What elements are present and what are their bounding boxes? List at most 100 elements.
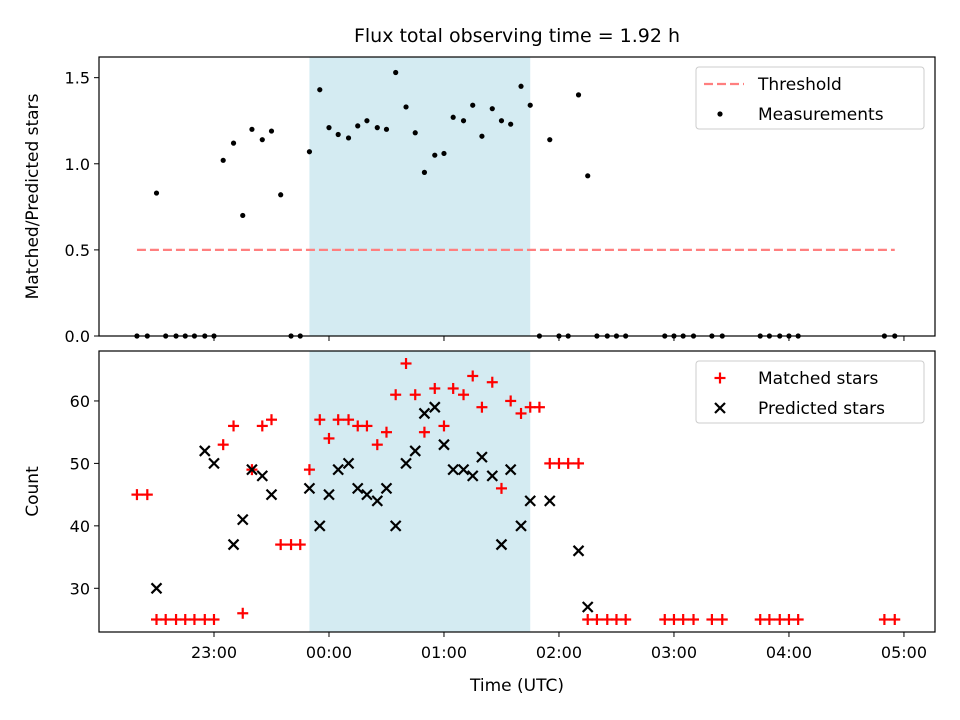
matched-star-point	[160, 614, 172, 626]
measurement-point	[498, 118, 505, 124]
predicted-star-point	[303, 482, 316, 495]
predicted-star-point	[466, 470, 479, 482]
matched-star-point	[380, 426, 392, 438]
matched-star-point	[294, 539, 306, 551]
matched-star-point	[256, 420, 268, 432]
matched-star-point	[610, 614, 622, 626]
matched-star-point	[409, 389, 421, 401]
predicted-star-point	[227, 538, 240, 551]
y-tick-label: 60	[70, 392, 90, 411]
predicted-star-point	[351, 482, 364, 495]
matched-star-point	[228, 420, 240, 432]
predicted-star-point	[389, 520, 402, 532]
predicted-star-point	[380, 482, 393, 495]
matched-star-point	[141, 489, 153, 501]
legend-label: Threshold	[757, 75, 842, 95]
matched-star-point	[188, 614, 200, 626]
matched-star-point	[170, 614, 182, 626]
measurement-point	[479, 133, 485, 139]
measurement-point	[326, 125, 332, 131]
matched-star-point	[476, 401, 488, 413]
matched-star-point	[361, 420, 373, 432]
predicted-star-point	[208, 457, 220, 470]
top-shaded-interval	[309, 57, 531, 336]
measurement-point	[153, 190, 160, 196]
measurement-point	[345, 135, 352, 141]
measurement-point	[259, 137, 265, 143]
measurement-point	[306, 149, 313, 155]
matched-star-point	[763, 614, 775, 626]
top-x-axis	[213, 336, 905, 341]
bottom-x-axis-label: Time (UTC)	[469, 676, 564, 696]
measurement-point	[230, 140, 237, 146]
predicted-star-point	[504, 463, 517, 476]
bottom-axes-frame	[98, 350, 936, 633]
predicted-star-point	[476, 451, 488, 463]
matched-star-point	[438, 420, 450, 432]
matched-star-point	[792, 614, 804, 626]
x-tick-label: 23:00	[191, 643, 237, 662]
matched-star-point	[486, 376, 498, 388]
measurement-point	[450, 114, 456, 120]
matched-star-point	[179, 614, 191, 626]
matched-star-point	[688, 614, 700, 626]
matched-star-point	[573, 457, 585, 469]
measurement-point	[412, 130, 418, 136]
measurement-point	[335, 131, 341, 138]
legend-matched-swatch	[714, 372, 726, 384]
measurement-point	[421, 169, 428, 175]
matched-star-point	[706, 614, 718, 626]
measurement-point	[575, 92, 582, 98]
legend-box	[695, 360, 925, 424]
matched-star-point	[754, 614, 766, 626]
matched-star-point	[131, 489, 143, 501]
measurement-point	[460, 118, 467, 124]
predicted-star-point	[457, 463, 470, 476]
predicted-star-point	[581, 601, 594, 613]
matched-star-point	[659, 614, 671, 626]
matched-star-point	[620, 614, 632, 626]
matched-star-point	[429, 382, 441, 394]
matched-star-point	[783, 614, 795, 626]
matched-star-point	[533, 401, 545, 413]
matched-star-point	[591, 614, 603, 626]
y-tick-label: 40	[70, 517, 90, 536]
legend-label: Measurements	[758, 105, 884, 125]
matched-star-point	[237, 607, 249, 619]
matched-star-point	[601, 614, 613, 626]
predicted-star-point	[236, 513, 249, 526]
measurement-point	[355, 123, 361, 129]
bottom-y-axis-label: Count	[23, 466, 43, 517]
bottom-y-axis: 30 40 50 60	[70, 392, 99, 598]
predicted-star-point	[400, 457, 412, 470]
predicted-star-point	[323, 488, 335, 501]
matched-star-point	[582, 614, 594, 626]
predicted-star-point	[342, 457, 355, 470]
measurement-point	[240, 212, 246, 219]
predicted-star-point	[447, 463, 459, 476]
matched-star-point	[275, 539, 287, 551]
top-legend: Threshold Measurements	[695, 66, 925, 130]
measurement-point	[249, 126, 255, 132]
legend-measurement-swatch	[717, 111, 723, 117]
matched-star-point	[314, 414, 326, 426]
measurement-point	[278, 192, 284, 198]
matched-star-point	[553, 457, 565, 469]
predicted-star-point	[246, 463, 258, 476]
top-axes-frame	[98, 56, 936, 337]
x-tick-label: 02:00	[536, 643, 582, 662]
bottom-legend: Matched stars Predicted stars	[695, 360, 925, 424]
top-y-axis: 0.0 0.5 1.0 1.5	[65, 69, 99, 346]
predicted-star-point	[524, 495, 537, 507]
measurement-point	[585, 173, 591, 179]
measurement-point	[403, 104, 409, 110]
bottom-data-marks	[131, 357, 901, 626]
matched-star-point	[332, 414, 344, 426]
measurement-point	[527, 102, 533, 108]
matched-star-point	[544, 457, 556, 469]
x-tick-label: 04:00	[766, 643, 812, 662]
matched-star-point	[668, 614, 680, 626]
measurement-point	[393, 69, 399, 76]
matched-star-point	[265, 414, 277, 426]
